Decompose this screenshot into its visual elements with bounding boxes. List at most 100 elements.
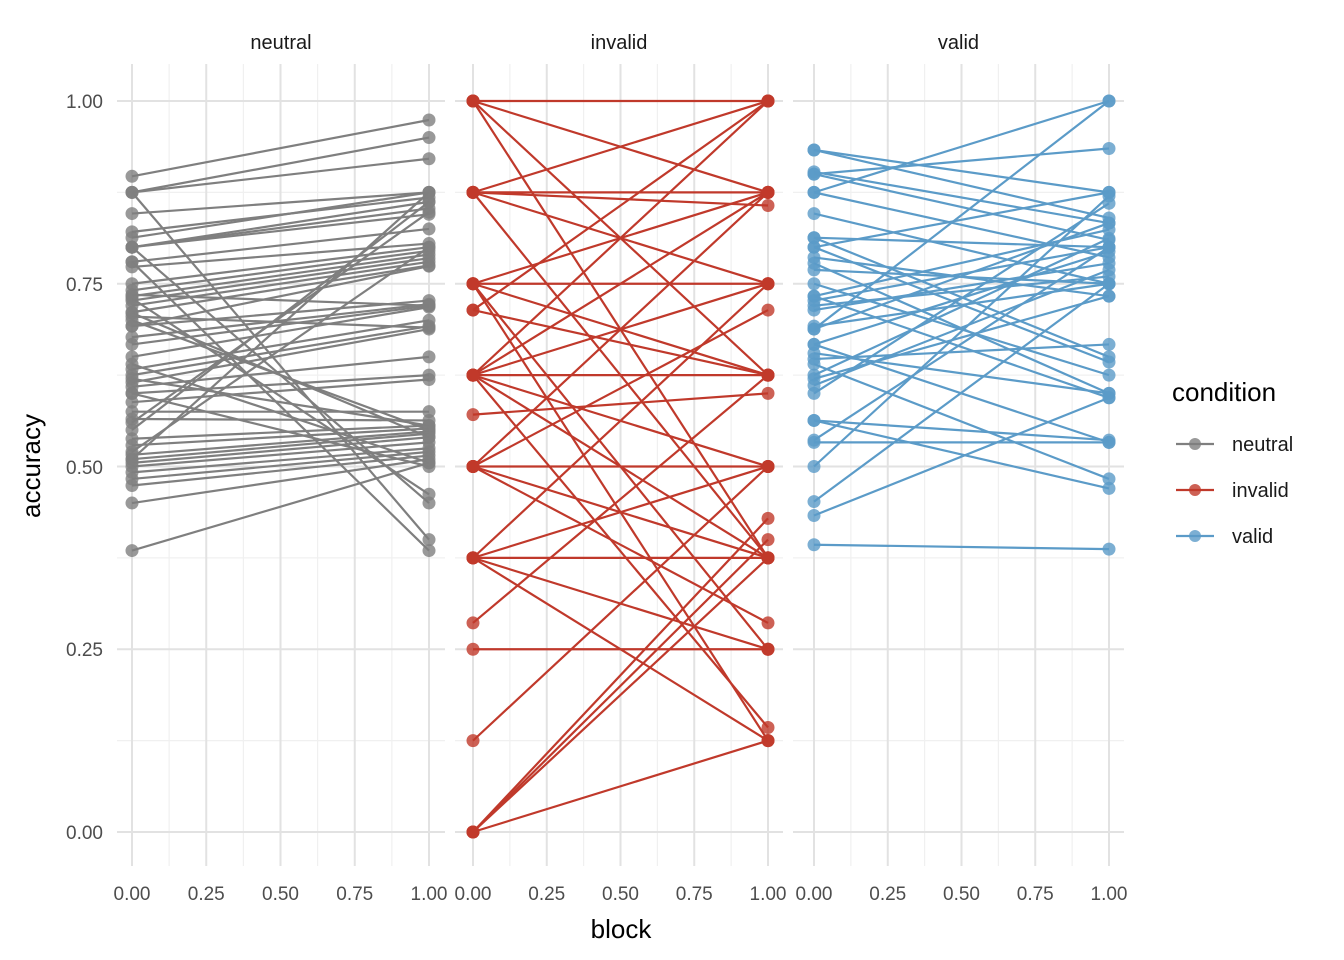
- data-point: [807, 303, 821, 317]
- data-point: [125, 416, 139, 430]
- data-point: [1102, 277, 1116, 291]
- x-axis-title: block: [591, 914, 653, 944]
- data-point: [807, 460, 821, 473]
- data-point: [422, 533, 436, 547]
- data-point: [422, 152, 436, 166]
- subject-line: [813, 99, 1110, 194]
- x-tick-label: 0.75: [676, 884, 713, 905]
- data-point: [761, 185, 775, 199]
- subject-line: [472, 308, 769, 377]
- series-lines-neutral: [131, 118, 430, 552]
- subject-line: [131, 227, 430, 263]
- data-point: [466, 642, 480, 656]
- x-tick-label: 0.50: [943, 884, 980, 905]
- data-point: [807, 231, 821, 245]
- legend-title: condition: [1172, 377, 1276, 407]
- legend: condition neutral invalid valid: [1172, 377, 1293, 548]
- data-point: [466, 368, 480, 382]
- data-point: [761, 533, 775, 547]
- subject-line: [813, 543, 1110, 551]
- y-axis: 1.00 0.75 0.50 0.25 0.00: [66, 92, 103, 844]
- data-point: [125, 231, 139, 245]
- data-point: [1102, 391, 1116, 405]
- subject-line: [131, 427, 430, 447]
- subject-line: [813, 419, 1110, 490]
- subject-line: [472, 739, 769, 834]
- data-point: [422, 185, 436, 199]
- data-point: [422, 496, 436, 510]
- series-points-valid: [807, 94, 1116, 556]
- data-point: [466, 616, 480, 630]
- subject-line: [131, 377, 430, 427]
- data-point: [125, 310, 139, 324]
- subject-line: [472, 191, 769, 377]
- legend-label-invalid: invalid: [1232, 480, 1289, 502]
- data-point: [807, 277, 821, 291]
- subject-line: [131, 432, 430, 461]
- data-point: [125, 452, 139, 466]
- data-point: [466, 460, 480, 473]
- subject-line: [131, 213, 430, 249]
- data-point: [1102, 94, 1116, 108]
- data-point: [1102, 435, 1116, 449]
- x-tick-label: 0.25: [188, 884, 225, 905]
- subject-line: [472, 538, 769, 833]
- subject-line: [131, 319, 430, 371]
- data-point: [1102, 481, 1116, 495]
- x-tick-label: 0.25: [869, 884, 906, 905]
- data-point: [807, 538, 821, 552]
- data-point: [422, 350, 436, 364]
- x-tick-label: 0.25: [528, 884, 565, 905]
- data-point: [807, 240, 821, 254]
- data-point: [125, 479, 139, 493]
- data-point: [422, 373, 436, 387]
- data-point: [422, 205, 436, 219]
- data-point: [761, 642, 775, 656]
- data-point: [1102, 337, 1116, 351]
- data-point: [466, 185, 480, 199]
- subject-line: [813, 147, 1110, 176]
- subject-line: [813, 148, 1110, 220]
- subject-line: [813, 343, 1110, 361]
- x-tick-label: 0.50: [262, 884, 299, 905]
- data-point: [422, 544, 436, 558]
- data-point: [761, 368, 775, 382]
- subject-line: [131, 191, 430, 541]
- data-point: [422, 195, 436, 209]
- x-tick-label: 0.00: [796, 884, 833, 905]
- series-lines-invalid: [472, 99, 769, 834]
- subject-line: [131, 447, 430, 474]
- subject-line: [131, 355, 430, 388]
- strip-label-valid: valid: [938, 32, 979, 54]
- subject-line: [813, 282, 1110, 377]
- subject-line: [813, 202, 1110, 395]
- data-point: [807, 495, 821, 509]
- subject-line: [131, 315, 430, 329]
- legend-key-invalid: [1176, 484, 1214, 496]
- y-tick-label: 0.50: [66, 458, 103, 479]
- subject-line: [131, 136, 430, 194]
- data-point: [761, 734, 775, 748]
- legend-label-valid: valid: [1232, 526, 1273, 548]
- data-point: [761, 720, 775, 734]
- subject-line: [813, 282, 1110, 328]
- subject-line: [813, 195, 1110, 468]
- data-point: [761, 277, 775, 291]
- subject-line: [472, 191, 769, 468]
- data-point: [1102, 216, 1116, 230]
- subject-line: [813, 173, 1110, 241]
- subject-line: [472, 392, 769, 416]
- subject-line: [131, 264, 430, 314]
- data-point: [125, 372, 139, 386]
- subject-line: [131, 191, 430, 461]
- data-point: [422, 222, 436, 236]
- subject-line: [131, 417, 430, 422]
- legend-key-neutral: [1176, 438, 1214, 450]
- subject-line: [813, 262, 1110, 312]
- subject-line: [472, 465, 769, 742]
- subject-line: [472, 99, 769, 194]
- subject-line: [131, 293, 430, 307]
- subject-line: [131, 306, 430, 358]
- subject-line: [472, 557, 769, 833]
- panel-valid: 0.00 0.25 0.50 0.75 1.00 valid: [793, 32, 1127, 905]
